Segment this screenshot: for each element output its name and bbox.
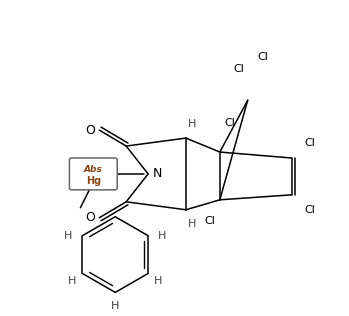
Text: Cl: Cl bbox=[225, 118, 236, 128]
Text: H: H bbox=[111, 301, 119, 311]
FancyBboxPatch shape bbox=[69, 158, 117, 190]
Text: Abs: Abs bbox=[84, 166, 103, 174]
Text: Cl: Cl bbox=[257, 52, 268, 63]
Text: Cl: Cl bbox=[304, 205, 315, 215]
Text: H: H bbox=[188, 219, 196, 229]
Text: Cl: Cl bbox=[304, 138, 315, 148]
Text: O: O bbox=[86, 124, 95, 137]
Text: Hg: Hg bbox=[86, 176, 101, 186]
Text: H: H bbox=[154, 276, 162, 287]
Text: Cl: Cl bbox=[205, 216, 215, 226]
Text: N: N bbox=[153, 167, 163, 180]
Text: H: H bbox=[68, 276, 77, 287]
Text: H: H bbox=[158, 231, 166, 241]
Text: O: O bbox=[86, 211, 95, 224]
Text: Cl: Cl bbox=[233, 64, 244, 74]
Text: H: H bbox=[64, 231, 73, 241]
Text: H: H bbox=[188, 119, 196, 129]
